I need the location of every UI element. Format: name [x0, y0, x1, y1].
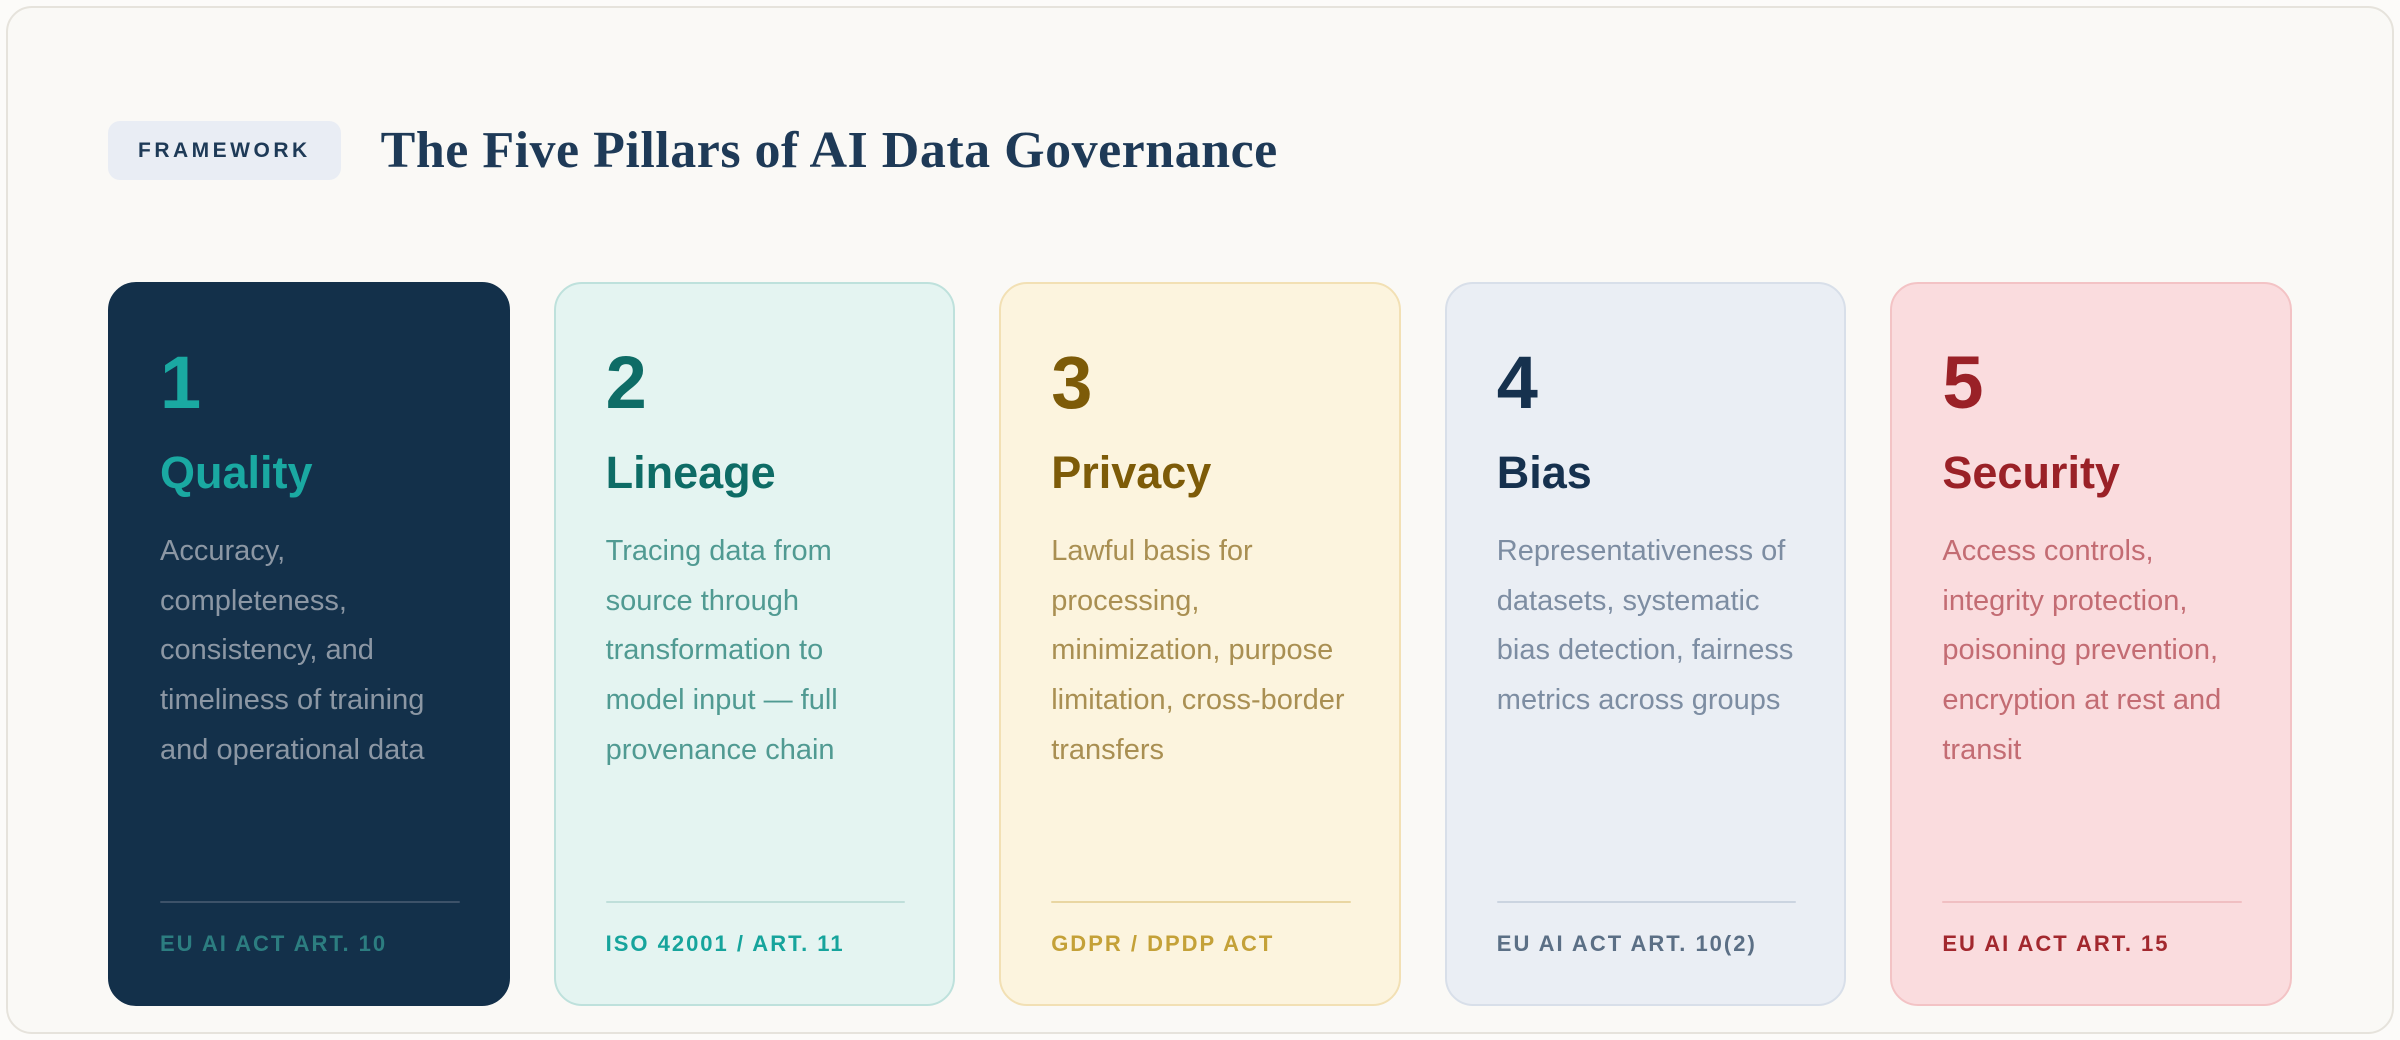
framework-badge: FRAMEWORK: [108, 121, 341, 181]
pillar-number: 5: [1942, 340, 1984, 424]
pillar-divider: [1496, 901, 1797, 904]
pillar-card: 4 Bias Representativeness of datasets, s…: [1444, 281, 1847, 1006]
pillar-divider: [605, 901, 906, 904]
pillar-spacer: [160, 776, 460, 901]
pillar-card: 5 Security Access controls, integrity pr…: [1890, 281, 2292, 1006]
pillar-title: Privacy: [1051, 446, 1212, 498]
pillar-description: Lawful basis for processing, minimizatio…: [1051, 534, 1345, 767]
page-title: The Five Pillars of AI Data Governance: [380, 121, 1278, 179]
pillar-description: Access controls, integrity protection, p…: [1942, 534, 2222, 767]
pillar-footer-label: EU AI ACT ART. 10(2): [1496, 931, 1757, 957]
pillar-footer-label: EU AI ACT ART. 15: [1942, 931, 2170, 957]
pillar-spacer: [1051, 776, 1351, 901]
pillar-footer-label: GDPR / DPDP ACT: [1051, 931, 1275, 957]
pillar-divider: [1051, 901, 1351, 904]
pillar-title: Security: [1942, 446, 2120, 498]
pillar-description: Accuracy, completeness, consistency, and…: [160, 534, 425, 767]
pillar-description: Representativeness of datasets, systemat…: [1496, 534, 1794, 717]
pillar-footer-label: ISO 42001 / ART. 11: [605, 931, 845, 957]
pillar-footer-label: EU AI ACT ART. 10: [160, 931, 388, 957]
pillar-title: Lineage: [605, 446, 776, 498]
pillar-number: 3: [1051, 340, 1093, 424]
pillar-number: 2: [605, 340, 647, 424]
pillar-divider: [1942, 901, 2242, 904]
pillar-spacer: [1942, 776, 2242, 901]
pillar-spacer: [606, 776, 906, 901]
pillar-divider: [160, 901, 460, 904]
pillar-card: 1 Quality Accuracy, completeness, consis…: [108, 281, 510, 1006]
pillars-row: 1 Quality Accuracy, completeness, consis…: [108, 281, 2292, 1006]
page-header: FRAMEWORK The Five Pillars of AI Data Go…: [108, 90, 2292, 212]
pillar-card: 3 Privacy Lawful basis for processing, m…: [999, 281, 1401, 1006]
pillar-number: 4: [1496, 340, 1538, 424]
pillar-description: Tracing data from source through transfo…: [605, 534, 838, 767]
pillar-spacer: [1497, 726, 1797, 901]
pillar-title: Quality: [160, 446, 313, 498]
page-frame: FRAMEWORK The Five Pillars of AI Data Go…: [6, 6, 2394, 1034]
pillar-card: 2 Lineage Tracing data from source throu…: [553, 281, 956, 1006]
pillar-title: Bias: [1496, 446, 1592, 498]
pillar-number: 1: [160, 340, 202, 424]
